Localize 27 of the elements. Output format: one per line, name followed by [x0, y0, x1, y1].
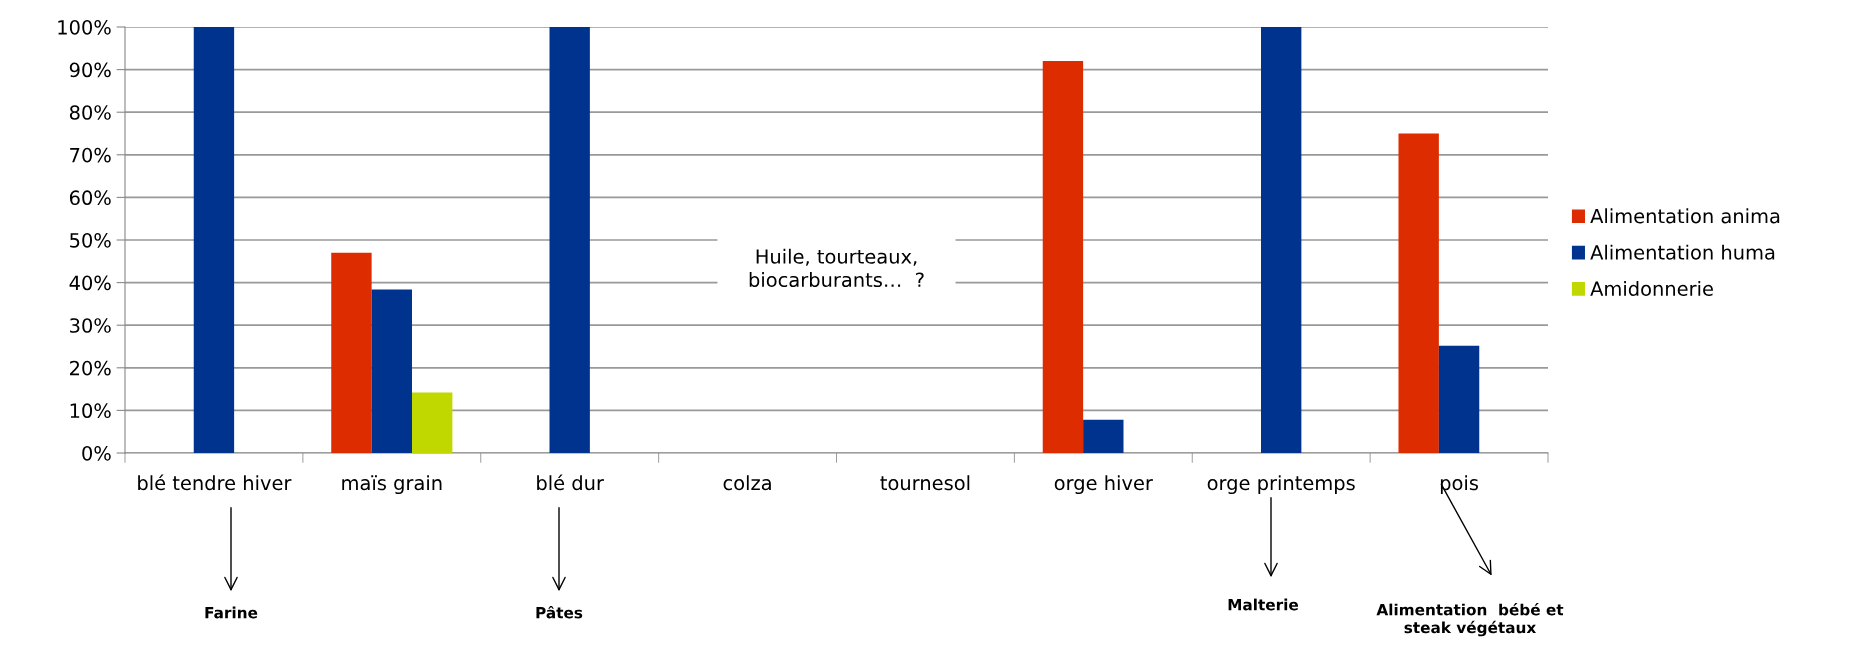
y-tick-label: 20% [70, 360, 111, 376]
y-tick-label: 30% [70, 318, 111, 333]
x-tick-label: orge hiver [1054, 475, 1153, 495]
x-tick-label: orge printemps [1207, 475, 1355, 495]
x-tick-label: blé tendre hiver [138, 474, 292, 491]
x-tick-label: tournesol [880, 475, 970, 491]
y-tick-label: 60% [69, 190, 111, 206]
y-tick-label: 0% [82, 445, 111, 461]
y-tick-label: 100% [58, 19, 111, 35]
legend-label: Amidonnerie [1590, 280, 1713, 297]
legend-label: Alimentation huma [1590, 244, 1775, 260]
x-tick-label: pois [1440, 475, 1478, 495]
x-tick-label: colza [723, 475, 771, 491]
text: Pâtes [536, 606, 583, 619]
y-tick-label: 40% [69, 275, 111, 291]
y-tick-label: 90% [69, 62, 111, 78]
y-tick-label: 50% [70, 232, 111, 248]
y-tick-label: 10% [70, 403, 111, 419]
legend-label: Alimentation anima [1590, 208, 1780, 224]
text: Farine [205, 606, 258, 619]
x-tick-label: maïs grain [342, 475, 442, 495]
y-tick-label: 70% [70, 147, 111, 163]
annotation: Huile, tourteaux, biocarburants… ? [749, 248, 924, 288]
x-tick-label: blé dur [537, 474, 604, 491]
text: Malterie [1228, 598, 1299, 611]
text: Alimentation bébé et steak végétaux [1376, 603, 1564, 637]
y-tick-label: 80% [69, 105, 111, 120]
